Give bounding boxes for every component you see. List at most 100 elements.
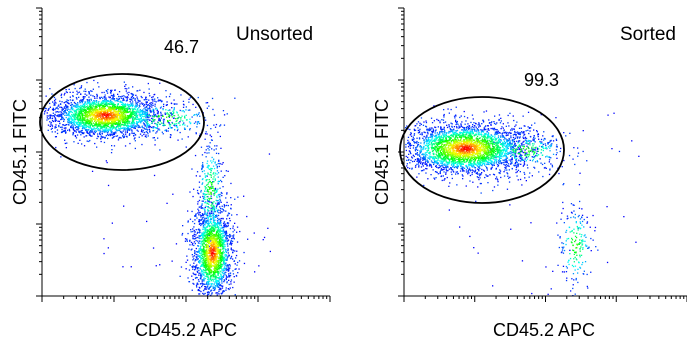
event-point — [94, 128, 96, 130]
event-point — [220, 147, 222, 149]
event-point — [208, 219, 210, 221]
event-point — [50, 123, 52, 125]
event-point — [103, 125, 105, 127]
event-point — [236, 214, 238, 216]
event-point — [210, 222, 212, 224]
event-point — [169, 114, 171, 116]
event-point — [224, 232, 226, 235]
event-point — [171, 116, 173, 118]
event-point — [185, 146, 187, 148]
event-point — [120, 103, 123, 106]
event-point — [204, 253, 206, 255]
event-point — [205, 187, 207, 189]
event-point — [213, 206, 216, 208]
event-point — [68, 128, 71, 131]
event-point — [210, 217, 212, 220]
event-point — [189, 97, 191, 99]
event-point — [198, 260, 201, 262]
event-point — [210, 215, 212, 218]
event-point — [217, 199, 220, 202]
event-point — [216, 248, 219, 250]
event-point — [198, 112, 200, 114]
event-point — [104, 124, 106, 126]
event-point — [143, 131, 146, 134]
event-point — [209, 249, 211, 251]
event-point — [199, 133, 201, 135]
event-point — [206, 179, 208, 181]
event-point — [72, 114, 75, 116]
event-point — [64, 114, 66, 116]
event-point — [176, 112, 178, 114]
event-point — [109, 133, 111, 135]
event-point — [154, 105, 156, 107]
event-point — [60, 103, 62, 105]
event-point — [118, 137, 120, 139]
event-point — [207, 273, 209, 276]
event-point — [215, 262, 217, 265]
event-point — [217, 236, 219, 238]
event-point — [225, 255, 227, 258]
event-point — [114, 120, 117, 122]
event-point — [107, 105, 109, 108]
event-point — [192, 235, 195, 237]
event-point — [229, 220, 231, 222]
event-point — [199, 237, 201, 240]
event-point — [55, 146, 57, 149]
event-point — [118, 124, 120, 127]
event-point — [72, 105, 75, 107]
event-point — [194, 250, 196, 252]
event-point — [64, 107, 66, 109]
event-point — [114, 113, 116, 115]
event-point — [80, 85, 83, 87]
event-point — [176, 120, 178, 122]
event-point — [203, 243, 205, 245]
event-point — [122, 130, 124, 132]
event-point — [107, 128, 109, 130]
event-point — [80, 122, 82, 125]
event-point — [104, 136, 106, 139]
event-point — [111, 222, 113, 224]
event-point — [81, 117, 83, 119]
event-point — [213, 262, 215, 264]
event-point — [218, 224, 221, 226]
event-point — [121, 119, 123, 121]
event-point — [208, 277, 210, 279]
event-point — [67, 129, 69, 131]
event-point — [120, 117, 122, 119]
event-point — [101, 108, 104, 110]
event-point — [208, 237, 210, 239]
event-point — [204, 176, 207, 178]
event-point — [206, 254, 208, 256]
event-point — [68, 119, 70, 121]
event-point — [206, 133, 208, 135]
event-point — [229, 276, 231, 278]
event-point — [208, 240, 210, 242]
event-point — [134, 140, 136, 142]
event-point — [112, 117, 114, 120]
event-point — [193, 244, 195, 247]
event-point — [214, 241, 216, 243]
event-point — [199, 247, 202, 250]
event-point — [50, 114, 52, 116]
event-point — [134, 99, 136, 101]
event-point — [129, 108, 131, 110]
event-point — [161, 122, 163, 124]
event-point — [76, 129, 78, 131]
event-point — [54, 136, 57, 138]
event-point — [227, 248, 229, 250]
event-point — [129, 117, 131, 119]
event-point — [71, 109, 73, 111]
event-point — [213, 176, 215, 178]
event-point — [238, 260, 241, 262]
event-point — [207, 172, 209, 174]
event-point — [112, 126, 114, 128]
event-point — [202, 200, 204, 202]
event-point — [160, 99, 162, 102]
event-point — [119, 108, 121, 110]
event-point — [195, 237, 197, 239]
event-point — [114, 100, 116, 102]
event-point — [217, 241, 219, 243]
event-point — [204, 292, 206, 295]
event-point — [134, 111, 137, 113]
event-point — [175, 243, 178, 245]
